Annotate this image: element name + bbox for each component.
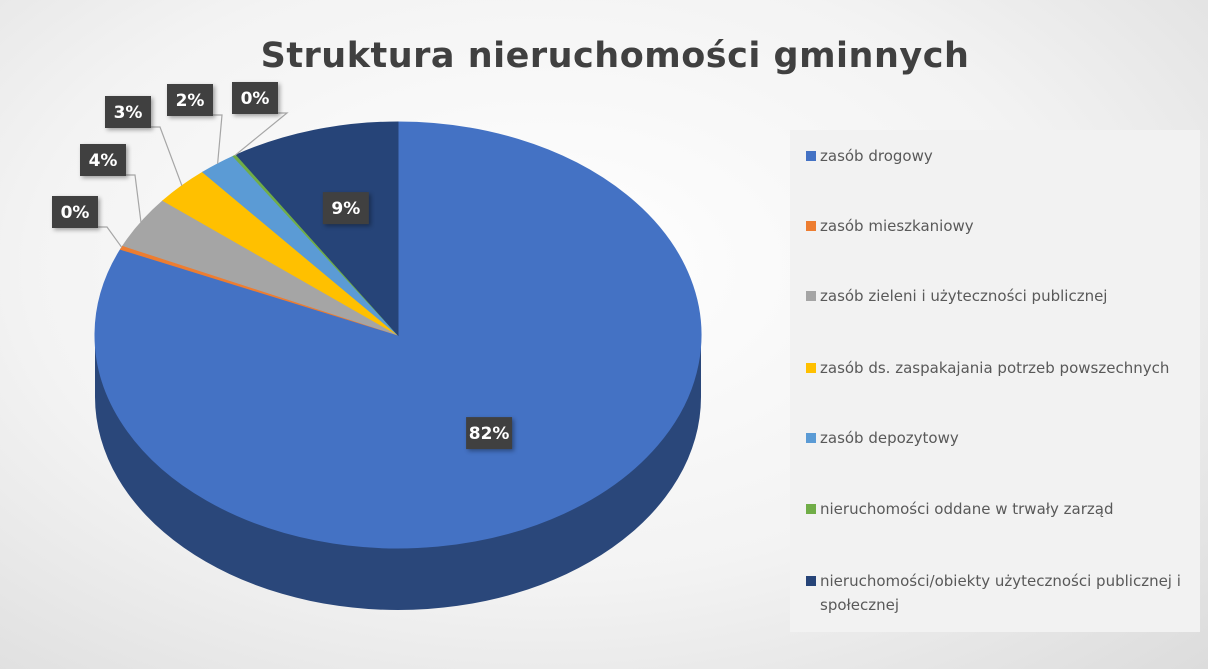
pie-side <box>95 335 701 610</box>
legend-label: zasób ds. zaspakajania potrzeb powszechn… <box>820 359 1170 377</box>
data-label-box <box>52 196 98 228</box>
data-label-box <box>466 417 513 450</box>
data-label: 0% <box>241 89 270 109</box>
legend-label: zasób mieszkaniowy <box>820 217 974 235</box>
legend-item: nieruchomości/obiekty użyteczności publi… <box>806 569 1186 617</box>
legend-swatch <box>806 433 816 443</box>
legend-item: zasób depozytowy <box>806 426 1186 450</box>
legend-swatch <box>806 151 816 161</box>
chart-title: Struktura nieruchomości gminnych <box>260 36 970 76</box>
legend-label: zasób depozytowy <box>820 429 959 447</box>
leader-line <box>93 226 123 248</box>
data-label: 0% <box>61 203 90 223</box>
leader-line <box>208 114 223 164</box>
data-label: 3% <box>114 103 143 123</box>
legend-label: nieruchomości oddane w trwały zarząd <box>820 500 1114 518</box>
data-label-box <box>232 82 278 114</box>
legend-label: nieruchomości/obiekty użyteczności publi… <box>820 572 1181 614</box>
leader-line <box>146 126 183 186</box>
data-label-box <box>80 144 126 176</box>
leader-line <box>121 174 142 223</box>
legend-swatch <box>806 576 816 586</box>
legend-swatch <box>806 504 816 514</box>
data-label: 2% <box>176 91 205 111</box>
legend-item: zasób ds. zaspakajania potrzeb powszechn… <box>806 356 1186 380</box>
data-label-box <box>322 192 369 225</box>
data-label-box <box>167 84 213 116</box>
data-label: 4% <box>89 151 118 171</box>
data-label-box <box>105 96 151 128</box>
legend-item: zasób mieszkaniowy <box>806 214 1186 238</box>
legend <box>790 130 1200 632</box>
legend-swatch <box>806 291 816 301</box>
legend-swatch <box>806 221 816 231</box>
legend-swatch <box>806 363 816 373</box>
legend-item: zasób zieleni i użyteczności publicznej <box>806 284 1186 308</box>
pie-slice <box>235 121 399 337</box>
legend-label: zasób zieleni i użyteczności publicznej <box>820 287 1108 305</box>
legend-item: nieruchomości oddane w trwały zarząd <box>806 497 1186 521</box>
legend-item: zasób drogowy <box>806 144 1186 168</box>
data-label: 82% <box>469 424 510 444</box>
data-label: 9% <box>331 199 360 219</box>
legend-label: zasób drogowy <box>820 147 933 165</box>
